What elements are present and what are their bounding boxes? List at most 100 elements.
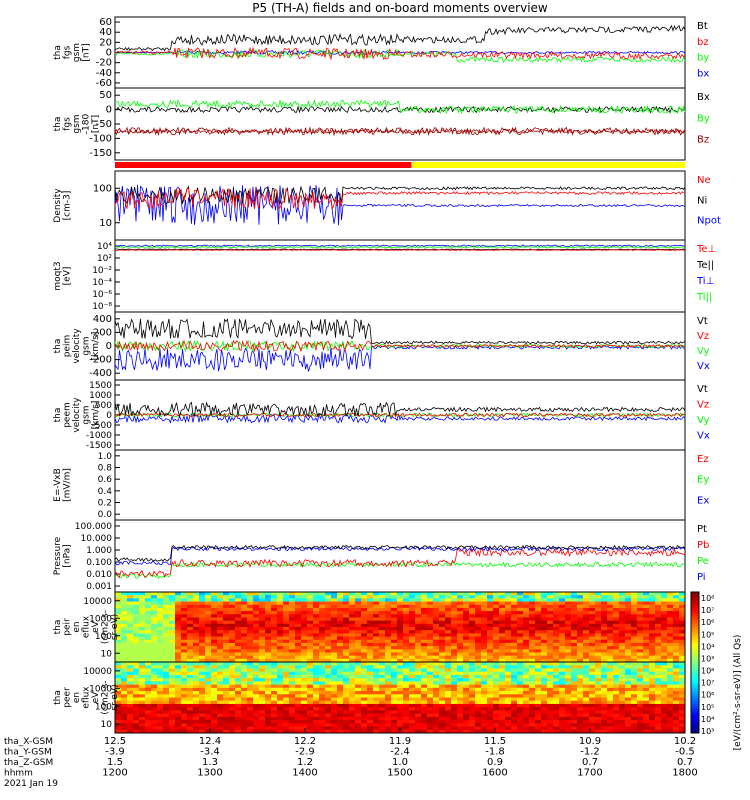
spectro-cell — [607, 604, 614, 609]
y-axis-label: [mV/m] — [63, 468, 73, 502]
spectro-cell — [523, 691, 530, 695]
spectro-cell — [391, 700, 398, 705]
spectro-cell — [337, 607, 344, 612]
spectro-cell — [367, 658, 374, 663]
spectro-cell — [487, 684, 494, 689]
spectro-cell — [367, 601, 374, 606]
spectro-cell — [115, 662, 122, 666]
spectro-cell — [247, 720, 254, 724]
spectro-cell — [601, 703, 608, 708]
spectro-cell — [667, 694, 674, 698]
spectro-cell — [223, 726, 230, 731]
spectro-cell — [319, 678, 326, 682]
spectro-cell — [145, 633, 152, 638]
spectro-cell — [553, 700, 560, 705]
spectro-cell — [505, 642, 512, 647]
spectro-cell — [385, 694, 392, 698]
spectro-cell — [637, 636, 644, 641]
spectro-cell — [559, 639, 566, 644]
spectro-cell — [469, 620, 476, 625]
spectro-cell — [643, 671, 650, 676]
spectro-cell — [415, 611, 422, 615]
spectro-cell — [583, 627, 590, 631]
spectro-cell — [313, 700, 320, 705]
spectro-cell — [259, 630, 266, 634]
spectro-cell — [517, 649, 524, 653]
spectro-cell — [409, 627, 416, 631]
spectro-cell — [655, 665, 662, 669]
spectro-cell — [511, 636, 518, 641]
y-axis-label: velocity — [72, 328, 82, 364]
spectro-cell — [433, 707, 440, 711]
spectro-cell — [463, 649, 470, 653]
spectro-cell — [397, 720, 404, 724]
spectro-cell — [433, 668, 440, 673]
spectro-cell — [559, 633, 566, 638]
spectro-cell — [433, 598, 440, 603]
spectro-cell — [355, 646, 362, 650]
spectro-cell — [427, 665, 434, 669]
spectro-cell — [661, 720, 668, 724]
spectro-cell — [211, 617, 218, 622]
spectro-cell — [493, 687, 500, 692]
spectro-cell — [523, 729, 530, 734]
spectro-cell — [589, 620, 596, 625]
spectro-cell — [601, 662, 608, 666]
spectro-cell — [115, 642, 122, 647]
spectro-cell — [673, 707, 680, 711]
spectro-cell — [373, 623, 380, 628]
spectro-cell — [133, 694, 140, 698]
spectro-cell — [133, 665, 140, 669]
spectro-cell — [253, 723, 260, 728]
spectro-cell — [583, 642, 590, 647]
spectro-cell — [427, 642, 434, 647]
spectro-cell — [349, 716, 356, 721]
spectro-cell — [487, 674, 494, 679]
spectro-cell — [409, 642, 416, 647]
spectro-cell — [535, 668, 542, 673]
spectro-cell — [643, 678, 650, 682]
spectro-cell — [271, 716, 278, 721]
spectro-cell — [163, 684, 170, 689]
spectro-cell — [289, 658, 296, 663]
spectro-cell — [331, 671, 338, 676]
spectro-cell — [529, 607, 536, 612]
spectro-cell — [163, 707, 170, 711]
spectro-cell — [127, 598, 134, 603]
spectro-cell — [613, 703, 620, 708]
spectro-cell — [301, 668, 308, 673]
spectro-cell — [481, 687, 488, 692]
spectro-cell — [559, 697, 566, 702]
spectro-cell — [271, 617, 278, 622]
spectro-cell — [277, 649, 284, 653]
spectro-cell — [541, 623, 548, 628]
spectro-cell — [127, 617, 134, 622]
y-axis-label: -180 — [82, 114, 92, 135]
spectro-cell — [163, 595, 170, 599]
spectro-cell — [427, 678, 434, 682]
spectro-cell — [235, 652, 242, 657]
spectro-cell — [499, 627, 506, 631]
spectro-cell — [583, 636, 590, 641]
spectro-cell — [385, 723, 392, 728]
spectro-cell — [241, 604, 248, 609]
spectro-cell — [343, 607, 350, 612]
spectro-cell — [133, 720, 140, 724]
spectro-cell — [637, 595, 644, 599]
spectro-cell — [355, 684, 362, 689]
spectro-cell — [463, 691, 470, 695]
spectro-cell — [553, 668, 560, 673]
spectro-cell — [421, 617, 428, 622]
spectro-cell — [613, 684, 620, 689]
spectro-cell — [175, 611, 182, 615]
spectro-cell — [121, 674, 128, 679]
ytick-label: 10 — [101, 720, 113, 730]
spectro-cell — [451, 601, 458, 606]
spectro-cell — [571, 678, 578, 682]
spectro-cell — [247, 623, 254, 628]
spectro-cell — [643, 627, 650, 631]
spectro-cell — [235, 614, 242, 618]
spectro-cell — [637, 630, 644, 634]
spectro-cell — [655, 671, 662, 676]
colorbar-cell — [691, 672, 699, 674]
